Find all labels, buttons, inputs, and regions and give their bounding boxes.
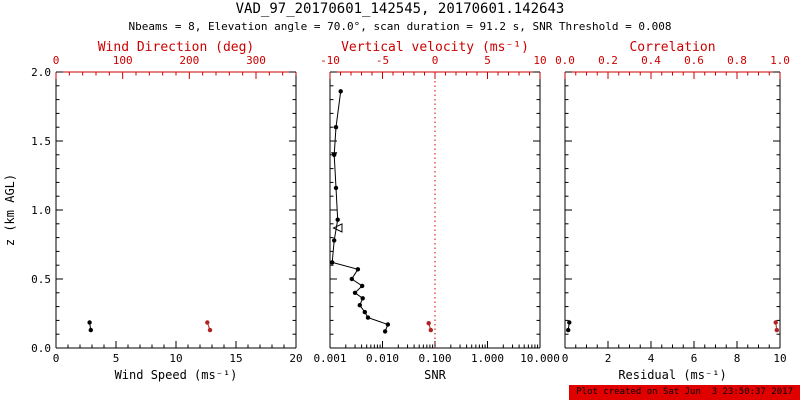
plot-created-stamp: Plot created on Sat Jun 3 23:50:37 2017 bbox=[569, 385, 800, 400]
svg-text:8: 8 bbox=[734, 352, 741, 365]
data-point bbox=[205, 320, 210, 325]
svg-text:10: 10 bbox=[773, 352, 786, 365]
series-residual bbox=[566, 320, 572, 333]
data-point bbox=[385, 322, 391, 327]
data-point bbox=[349, 276, 354, 282]
data-point bbox=[88, 327, 94, 333]
data-point bbox=[338, 89, 343, 94]
svg-text:5: 5 bbox=[113, 352, 120, 365]
data-point bbox=[426, 321, 431, 326]
svg-text:0: 0 bbox=[562, 352, 569, 365]
svg-text:-10: -10 bbox=[320, 54, 340, 67]
svg-text:Correlation: Correlation bbox=[629, 40, 715, 55]
data-point bbox=[566, 327, 571, 333]
plot-title: VAD_97_20170601_142545, 20170601.142643 bbox=[235, 1, 565, 17]
plot-subtitle: Nbeams = 8, Elevation angle = 70.0°, sca… bbox=[128, 20, 672, 33]
data-point bbox=[382, 329, 388, 334]
series-vertical-velocity bbox=[426, 321, 433, 333]
svg-text:10.000: 10.000 bbox=[520, 352, 560, 365]
svg-text:0.6: 0.6 bbox=[684, 54, 704, 67]
svg-text:0.5: 0.5 bbox=[31, 273, 51, 286]
svg-text:20: 20 bbox=[289, 352, 302, 365]
data-point bbox=[352, 290, 358, 295]
data-point bbox=[428, 327, 433, 333]
data-point bbox=[355, 267, 361, 272]
svg-text:0.100: 0.100 bbox=[418, 352, 451, 365]
svg-text:0.0: 0.0 bbox=[31, 342, 51, 355]
open-triangle-marker bbox=[332, 223, 343, 233]
panel-residual: 0 2 4 6 8 10 Residual (ms⁻¹) 0.0 0.2 0.4 0.6 0.8 1.0… bbox=[555, 40, 790, 382]
svg-text:10: 10 bbox=[533, 54, 546, 67]
svg-text:2.0: 2.0 bbox=[31, 66, 51, 79]
data-point bbox=[333, 125, 339, 130]
series-correlation bbox=[773, 320, 779, 333]
svg-text:4: 4 bbox=[648, 352, 655, 365]
svg-text:0.4: 0.4 bbox=[641, 54, 661, 67]
svg-text:1.000: 1.000 bbox=[471, 352, 504, 365]
svg-text:0: 0 bbox=[432, 54, 439, 67]
series-snr-profile bbox=[330, 89, 391, 334]
series-snr-triangle-marker bbox=[330, 152, 338, 158]
data-point bbox=[773, 320, 778, 325]
svg-text:0.010: 0.010 bbox=[366, 352, 399, 365]
data-point bbox=[333, 185, 339, 191]
svg-text:0: 0 bbox=[53, 352, 60, 365]
data-point bbox=[357, 303, 362, 308]
svg-text:-5: -5 bbox=[376, 54, 389, 67]
svg-text:0.001: 0.001 bbox=[313, 352, 346, 365]
data-point bbox=[362, 309, 367, 315]
svg-text:Wind Direction (deg): Wind Direction (deg) bbox=[98, 40, 255, 55]
y-axis-label: z (km AGL) bbox=[3, 174, 17, 246]
svg-text:2: 2 bbox=[605, 352, 612, 365]
svg-text:Residual (ms⁻¹): Residual (ms⁻¹) bbox=[618, 368, 726, 382]
svg-text:SNR: SNR bbox=[424, 368, 446, 382]
svg-text:Wind Speed (ms⁻¹): Wind Speed (ms⁻¹) bbox=[115, 368, 238, 382]
svg-text:300: 300 bbox=[246, 54, 266, 67]
series-wind-speed bbox=[87, 320, 94, 333]
svg-text:0.0: 0.0 bbox=[555, 54, 575, 67]
svg-text:10: 10 bbox=[169, 352, 182, 365]
data-point bbox=[567, 320, 572, 325]
data-point bbox=[330, 260, 335, 265]
svg-text:1.5: 1.5 bbox=[31, 135, 51, 148]
data-point bbox=[87, 320, 92, 325]
data-point bbox=[207, 327, 213, 333]
data-point bbox=[774, 327, 779, 333]
svg-text:100: 100 bbox=[113, 54, 133, 67]
svg-text:0.2: 0.2 bbox=[598, 54, 618, 67]
triangle-marker bbox=[330, 152, 338, 158]
svg-text:0: 0 bbox=[53, 54, 60, 67]
series-snr-open-marker bbox=[332, 223, 343, 233]
svg-text:5: 5 bbox=[484, 54, 491, 67]
data-point bbox=[360, 283, 365, 289]
svg-text:0.8: 0.8 bbox=[727, 54, 747, 67]
svg-text:15: 15 bbox=[229, 352, 242, 365]
series-wind-direction bbox=[205, 320, 213, 333]
svg-text:Vertical velocity (ms⁻¹): Vertical velocity (ms⁻¹) bbox=[341, 40, 529, 55]
svg-text:1.0: 1.0 bbox=[770, 54, 790, 67]
data-point bbox=[365, 315, 371, 320]
panel-wind: 0 5 10 15 20 Wind Speed (ms⁻¹) 0 100 200 300Wind … bbox=[31, 40, 303, 382]
panel-snr: 0.001 0.010 0.100 1.000 10.000 SNR -10 -5 0 5 10 Ve… bbox=[313, 40, 559, 382]
svg-text:6: 6 bbox=[691, 352, 698, 365]
data-point bbox=[335, 217, 340, 222]
svg-text:1.0: 1.0 bbox=[31, 204, 51, 217]
data-point bbox=[332, 238, 337, 243]
svg-text:200: 200 bbox=[179, 54, 199, 67]
data-point bbox=[360, 296, 365, 301]
